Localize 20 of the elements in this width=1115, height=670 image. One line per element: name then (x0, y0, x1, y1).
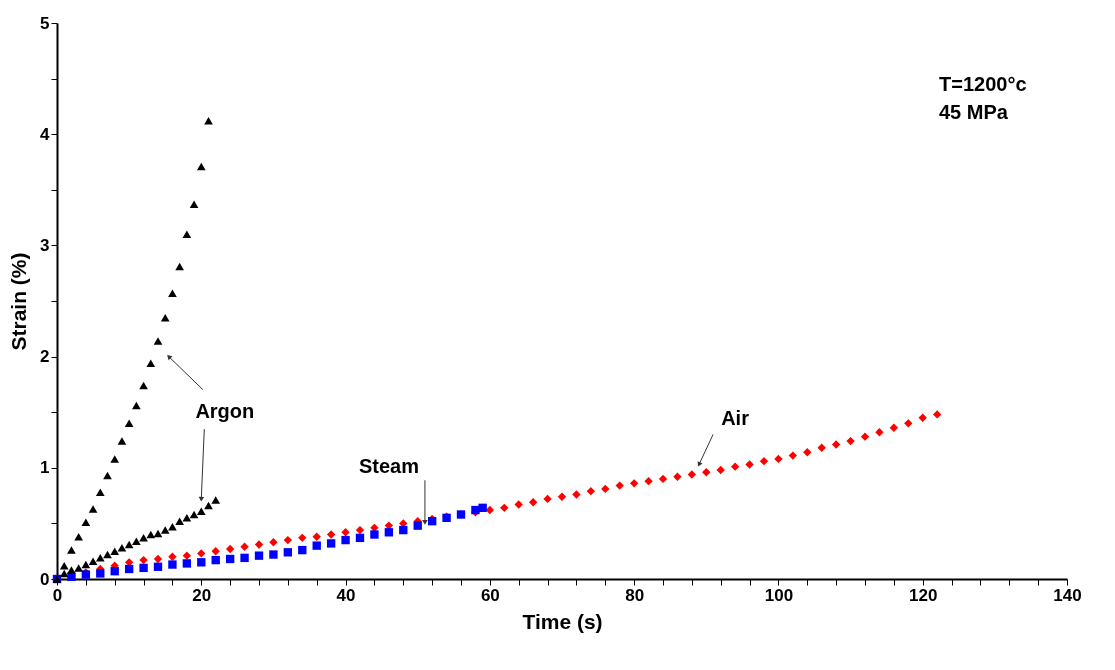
y-axis-title: Strain (%) (7, 252, 31, 351)
x-tick-label: 120 (909, 585, 938, 605)
x-axis-title: Time (s) (522, 609, 603, 633)
annotation: T=1200°c (939, 73, 1027, 95)
annotation: Air (721, 407, 750, 430)
annotation: 45 MPa (939, 101, 1009, 123)
y-tick-label: 5 (40, 13, 50, 33)
x-tick-label: 140 (1053, 585, 1082, 605)
y-tick-label: 0 (40, 569, 50, 589)
x-tick-label: 80 (625, 585, 645, 605)
x-tick-label: 20 (192, 585, 212, 605)
y-tick-label: 2 (40, 347, 50, 367)
annotation: Argon (195, 399, 255, 422)
y-tick-label: 1 (40, 458, 50, 478)
x-tick-label: 60 (480, 585, 500, 605)
annotation: Steam (358, 455, 419, 478)
x-tick-label: 100 (764, 585, 794, 605)
y-tick-label: 4 (40, 124, 51, 144)
x-tick-label: 40 (336, 585, 356, 605)
y-tick-label: 3 (40, 235, 50, 255)
